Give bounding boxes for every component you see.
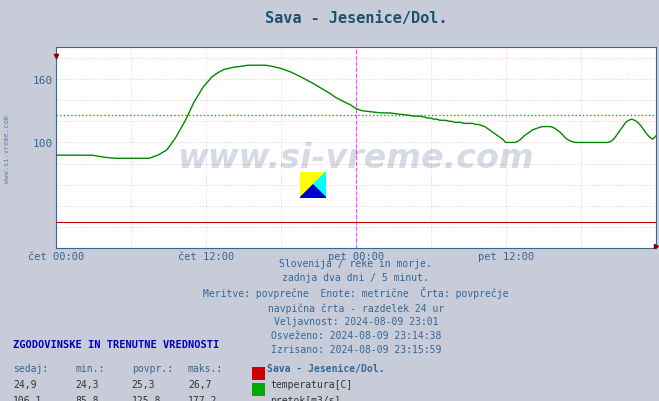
Text: maks.:: maks.:: [188, 363, 223, 373]
Text: Sava - Jesenice/Dol.: Sava - Jesenice/Dol.: [267, 363, 384, 373]
Text: povpr.:: povpr.:: [132, 363, 173, 373]
Text: 85,8: 85,8: [76, 395, 100, 401]
Text: sedaj:: sedaj:: [13, 363, 48, 373]
Text: Slovenija / reke in morje.
zadnja dva dni / 5 minut.
Meritve: povprečne  Enote: : Slovenija / reke in morje. zadnja dva dn…: [203, 259, 509, 354]
Text: min.:: min.:: [76, 363, 105, 373]
Text: 25,3: 25,3: [132, 379, 156, 389]
Text: 106,1: 106,1: [13, 395, 43, 401]
Polygon shape: [300, 185, 326, 198]
Text: temperatura[C]: temperatura[C]: [270, 379, 353, 389]
Text: 26,7: 26,7: [188, 379, 212, 389]
Text: ZGODOVINSKE IN TRENUTNE VREDNOSTI: ZGODOVINSKE IN TRENUTNE VREDNOSTI: [13, 339, 219, 349]
Text: 24,9: 24,9: [13, 379, 37, 389]
Text: pretok[m3/s]: pretok[m3/s]: [270, 395, 341, 401]
Text: 125,8: 125,8: [132, 395, 161, 401]
Text: 177,2: 177,2: [188, 395, 217, 401]
Polygon shape: [300, 172, 326, 198]
Text: Sava - Jesenice/Dol.: Sava - Jesenice/Dol.: [265, 11, 447, 26]
Polygon shape: [313, 172, 326, 198]
Text: 24,3: 24,3: [76, 379, 100, 389]
Text: www.si-vreme.com: www.si-vreme.com: [3, 114, 10, 182]
Text: www.si-vreme.com: www.si-vreme.com: [177, 142, 534, 175]
